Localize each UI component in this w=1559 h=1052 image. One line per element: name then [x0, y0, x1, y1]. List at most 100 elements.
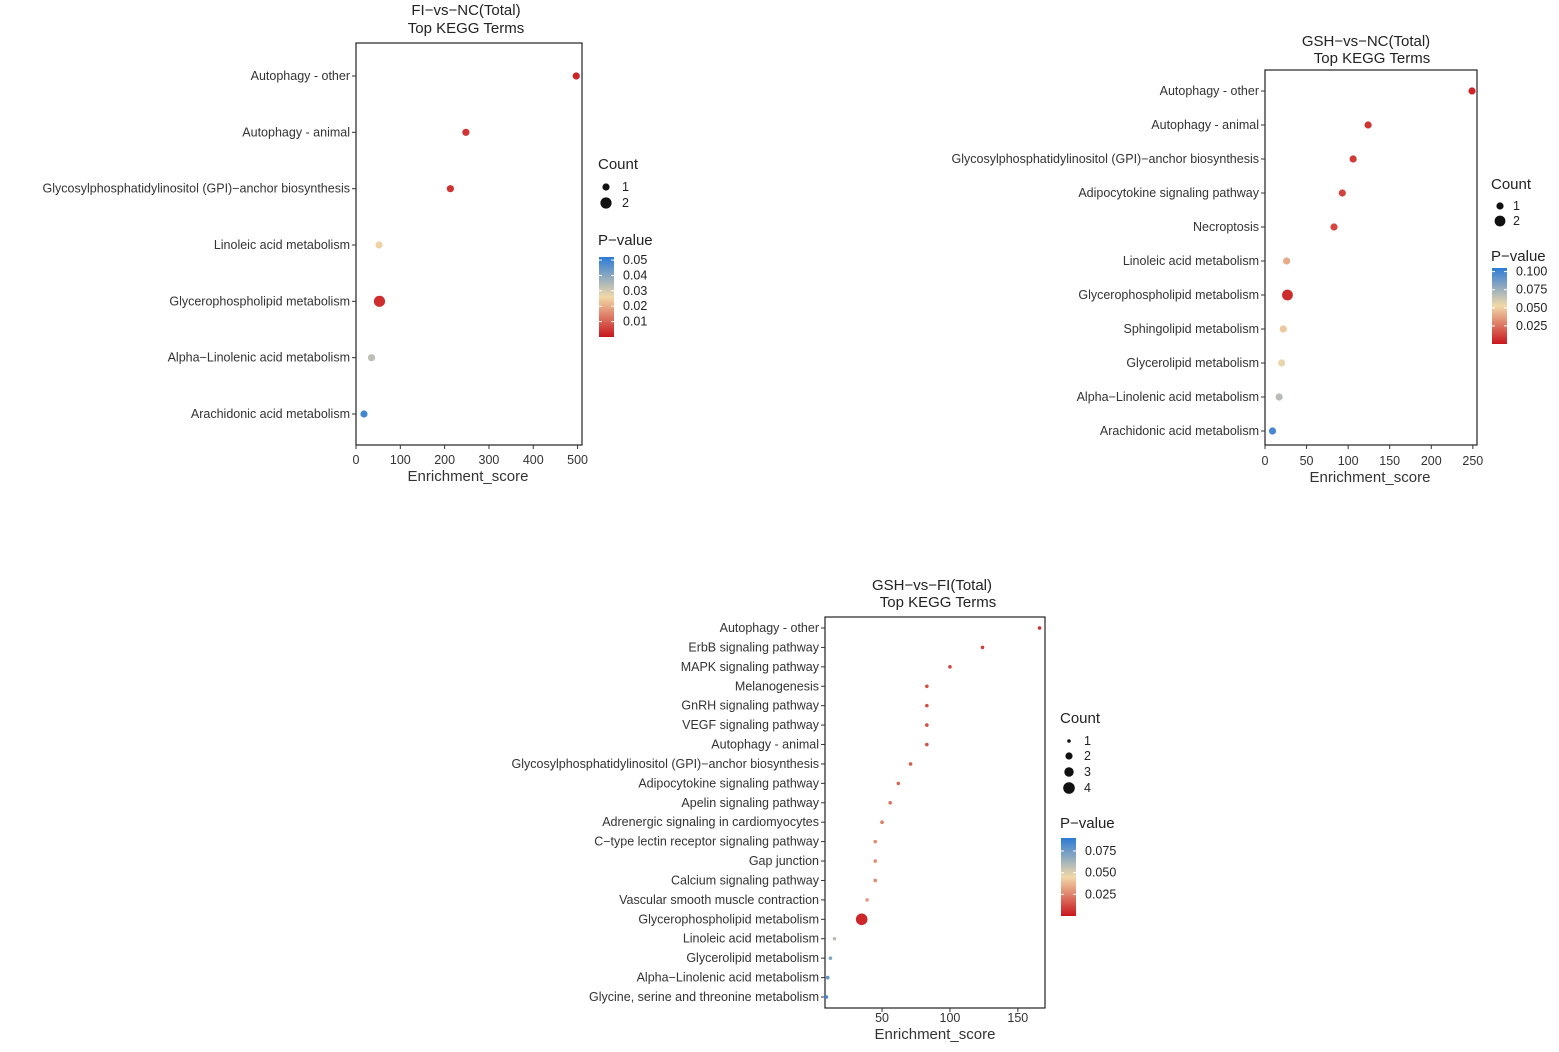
legend-count: 12	[1494, 199, 1520, 228]
legend-count: 12 3 4	[1063, 734, 1091, 795]
data-point	[925, 684, 929, 689]
legend-count-label: 1	[622, 180, 629, 194]
y-tick-label: Linoleic acid metabolism	[1123, 254, 1259, 268]
data-point	[896, 781, 901, 786]
chart-subtitle: Top KEGG Terms	[1314, 50, 1430, 67]
plot-area: Autophagy - other ErbB signaling pathway M…	[512, 616, 1046, 1025]
y-tick-label: Alpha−Linolenic acid metabolism	[168, 351, 350, 365]
legend-pvalue-colorbar	[599, 257, 614, 337]
legend-count-label: 2	[1084, 749, 1091, 763]
chart-title: FI−vs−NC(Total)	[411, 2, 520, 19]
y-tick-label: Alpha−Linolenic acid metabolism	[1077, 390, 1259, 404]
legend-pvalue-label: 0.025	[1085, 887, 1116, 901]
legend-count: 12	[600, 180, 629, 210]
data-point	[375, 241, 383, 249]
y-tick-label: Apelin signaling pathway	[681, 796, 819, 810]
data-point	[446, 185, 454, 193]
legend-count-title: Count	[1491, 176, 1532, 193]
x-tick-label: 250	[1462, 454, 1483, 468]
y-tick-label: Glycosylphosphatidylinositol (GPI)−ancho…	[43, 182, 350, 196]
y-tick-label: Adipocytokine signaling pathway	[1078, 186, 1259, 200]
data-point	[873, 839, 878, 844]
data-point	[865, 898, 869, 902]
y-tick-label: Glycerolipid metabolism	[686, 951, 819, 965]
data-point	[873, 859, 878, 863]
data-point	[360, 410, 368, 418]
data-point	[855, 913, 868, 926]
x-tick-label: 100	[940, 1011, 961, 1025]
data-point	[1268, 427, 1277, 435]
data-point	[925, 742, 929, 747]
y-tick-label: Glycosylphosphatidylinositol (GPI)−ancho…	[512, 757, 819, 771]
legend-pvalue-title: P−value	[1060, 815, 1115, 832]
legend-pvalue-label: 0.050	[1085, 866, 1116, 880]
panel-border	[824, 616, 1046, 1009]
data-point	[925, 723, 929, 727]
data-point	[462, 128, 470, 136]
y-tick-label: Autophagy - animal	[711, 738, 819, 752]
x-axis-label: Enrichment_score	[875, 1026, 996, 1043]
y-tick-label: Adrenergic signaling in cardiomyocytes	[602, 815, 819, 829]
y-tick-label: Sphingolipid metabolism	[1124, 322, 1260, 336]
plot-area: Autophagy - other Autophagy - animal Glyco…	[952, 69, 1483, 468]
y-tick-label: Glycosylphosphatidylinositol (GPI)−ancho…	[952, 152, 1259, 166]
data-point	[1283, 257, 1291, 265]
legend-pvalue: 0.100 0.075 0.050 0.025	[1492, 265, 1547, 344]
x-tick-label: 200	[1421, 454, 1442, 468]
legend-count-symbol	[1064, 767, 1074, 777]
data-point	[948, 665, 952, 669]
y-tick-label: C−type lectin receptor signaling pathway	[594, 835, 820, 849]
data-point	[908, 762, 913, 766]
legend-count-label: 2	[1513, 214, 1520, 228]
legend-pvalue-colorbar	[1492, 268, 1507, 344]
y-tick-label: Necroptosis	[1193, 220, 1259, 234]
y-tick-label: Gap junction	[749, 854, 819, 868]
legend-count-symbol	[602, 183, 610, 191]
y-tick-label: Adipocytokine signaling pathway	[638, 776, 819, 790]
y-tick-label: Arachidonic acid metabolism	[191, 407, 350, 421]
data-point	[873, 878, 878, 883]
y-tick-label: Autophagy - other	[251, 69, 350, 83]
data-point	[880, 820, 884, 825]
x-tick-label: 500	[567, 453, 588, 467]
x-tick-label: 150	[1007, 1011, 1028, 1025]
x-tick-label: 100	[390, 453, 411, 467]
x-tick-label: 300	[479, 453, 500, 467]
chart-fi-vs-nc: FI−vs−NC(Total) Top KEGG Terms Autophagy…	[43, 2, 653, 485]
x-tick-label: 50	[875, 1011, 889, 1025]
chart-gsh-vs-fi: GSH−vs−FI(Total) Top KEGG Terms Autophag…	[512, 577, 1117, 1043]
data-point	[1282, 289, 1293, 301]
legend-count-symbol	[1494, 215, 1506, 227]
panel-border	[1264, 69, 1478, 446]
x-tick-label: 200	[434, 453, 455, 467]
legend-count-label: 4	[1084, 781, 1091, 795]
data-point	[1279, 325, 1287, 333]
y-tick-label: Autophagy - other	[1160, 84, 1259, 98]
y-tick-label: Melanogenesis	[735, 679, 819, 693]
data-point	[1468, 87, 1476, 95]
legend-pvalue-label: 0.02	[623, 299, 647, 313]
data-point	[824, 995, 829, 999]
data-point	[1338, 189, 1346, 197]
plot-area: Autophagy - other Autophagy - animal Glyco…	[43, 42, 588, 467]
legend-count-symbol	[1067, 739, 1071, 743]
data-point	[1278, 359, 1286, 367]
x-tick-label: 400	[523, 453, 544, 467]
x-axis-label: Enrichment_score	[1310, 469, 1431, 486]
x-tick-label: 150	[1379, 454, 1400, 468]
legend-pvalue-title: P−value	[1491, 248, 1546, 265]
y-tick-label: Autophagy - other	[720, 621, 819, 635]
data-point	[1037, 626, 1042, 630]
chart-gsh-vs-nc: GSH−vs−NC(Total) Top KEGG Terms Autophag…	[952, 33, 1548, 486]
chart-subtitle: Top KEGG Terms	[408, 20, 524, 37]
y-tick-label: Calcium signaling pathway	[671, 873, 820, 887]
legend-pvalue-label: 0.075	[1085, 844, 1116, 858]
legend-count-label: 1	[1084, 734, 1091, 748]
data-point	[373, 295, 386, 307]
legend-count-title: Count	[598, 156, 639, 173]
y-tick-label: Glycerophospholipid metabolism	[638, 912, 819, 926]
legend-pvalue-label: 0.05	[623, 253, 647, 267]
data-point	[1330, 223, 1338, 231]
legend-count-label: 3	[1084, 765, 1091, 779]
legend-count-symbol	[1063, 782, 1075, 794]
